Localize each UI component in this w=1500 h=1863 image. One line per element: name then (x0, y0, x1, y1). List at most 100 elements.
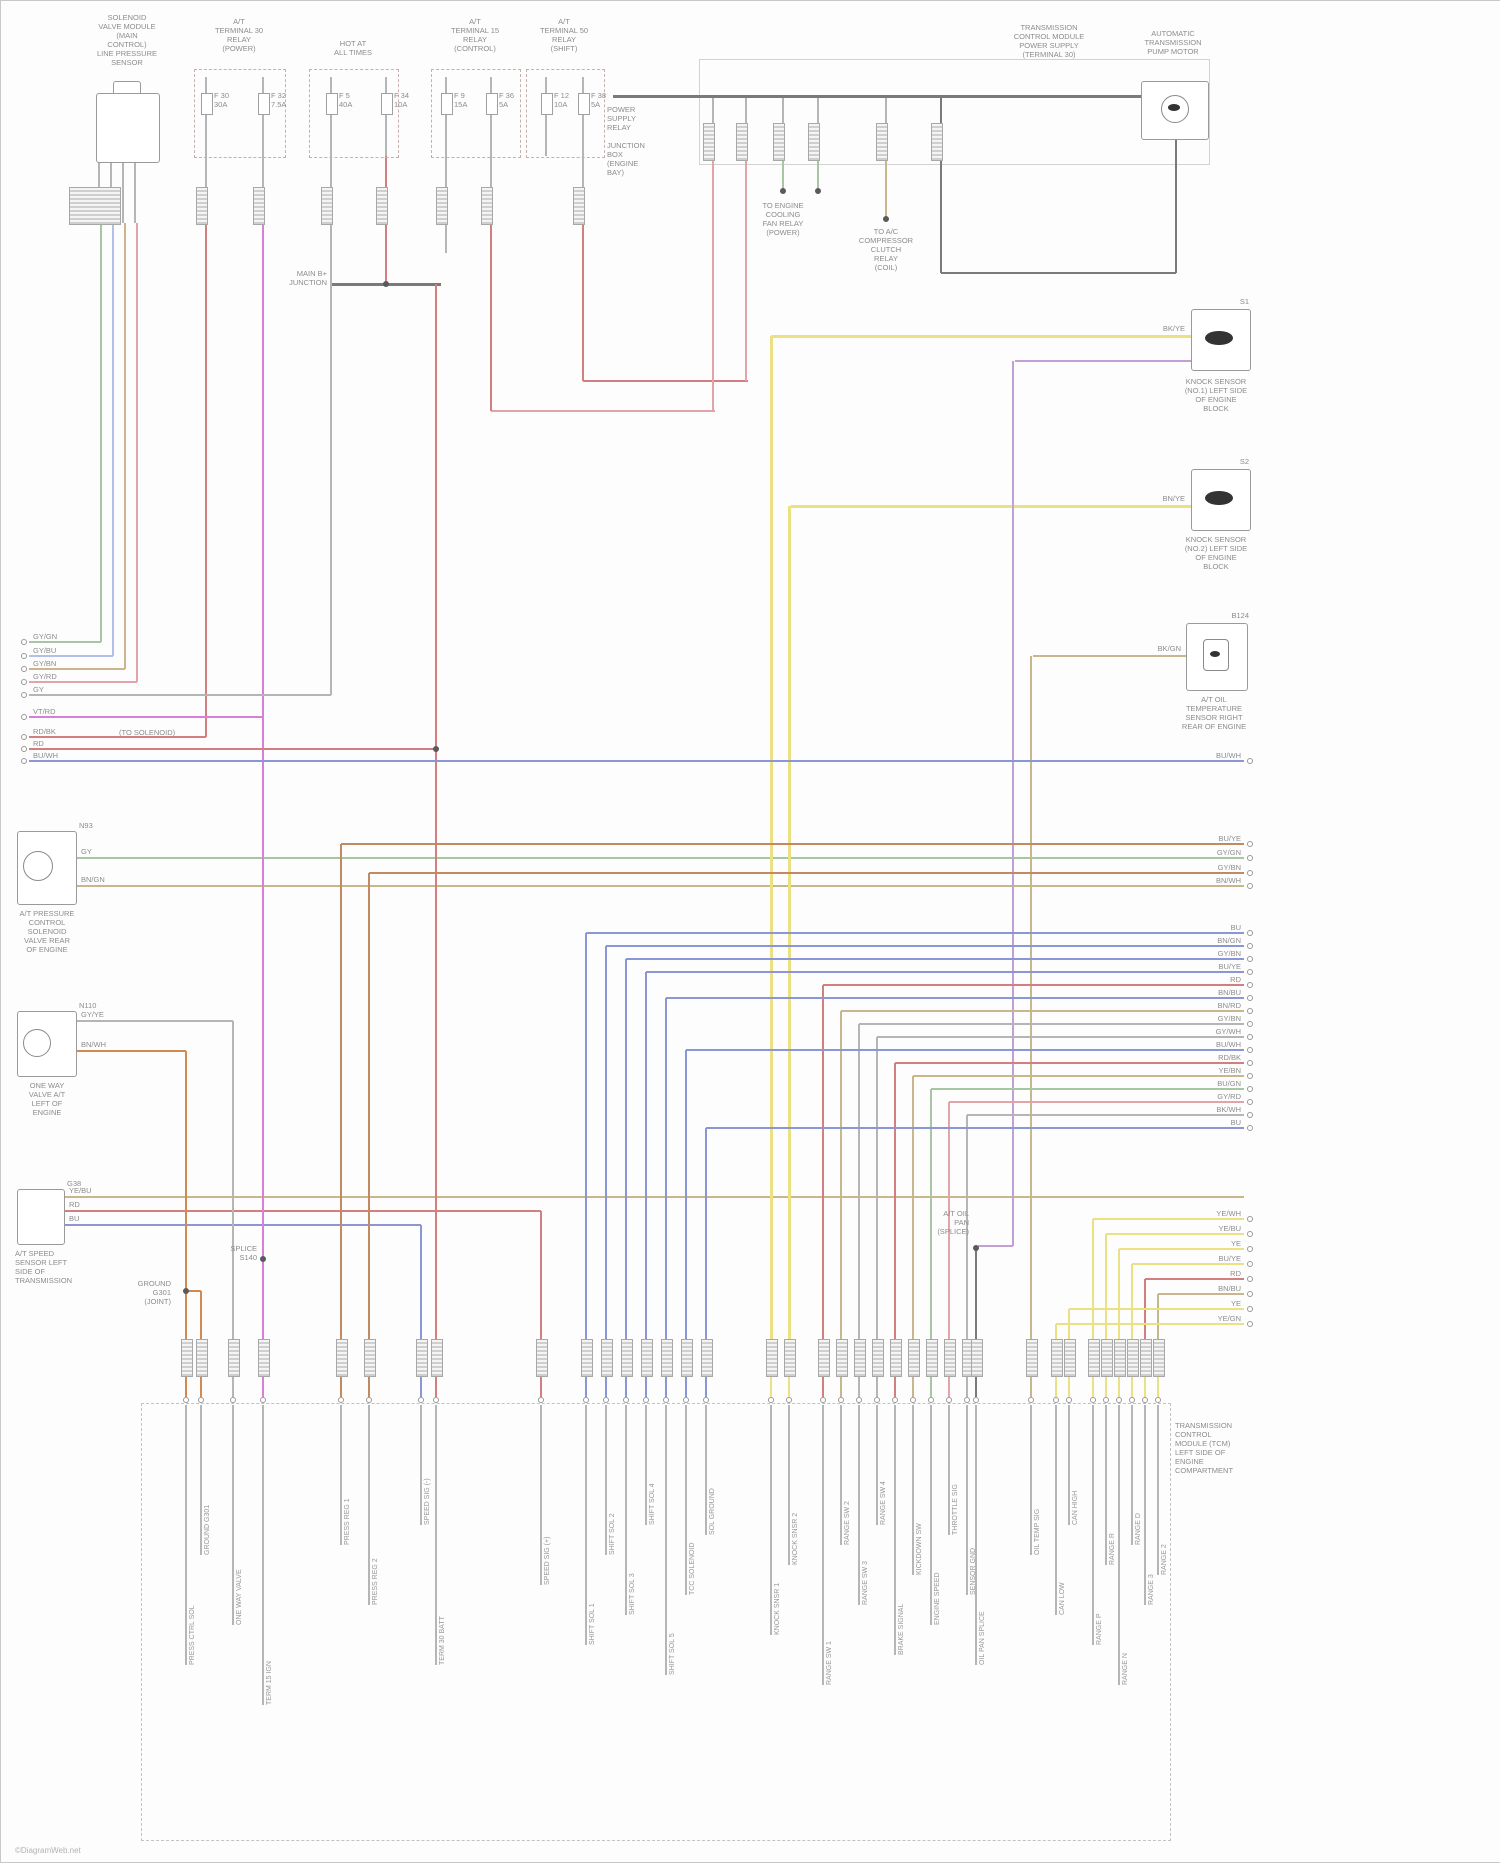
junction-dot (383, 281, 389, 287)
terminal-tick (1247, 1099, 1253, 1105)
speed-sensor-pin3-label: BU (69, 1214, 80, 1223)
connector-stub (573, 187, 585, 225)
connector-stub (876, 123, 888, 161)
wire (1131, 1375, 1133, 1397)
wire (975, 1375, 977, 1397)
fuse-icon (486, 93, 498, 115)
module-pin-label: KICKDOWN SW (916, 1523, 923, 1575)
wire (769, 336, 773, 1339)
wire (1105, 1405, 1107, 1565)
wire (705, 1128, 707, 1339)
module-pin-label: RANGE R (1109, 1533, 1116, 1565)
wire (1069, 1308, 1244, 1310)
wire-label: YE/WH (1216, 1209, 1241, 1218)
wire (605, 1405, 607, 1555)
connector-stub (321, 187, 333, 225)
wire (368, 873, 370, 1339)
connector-stub (1051, 1339, 1063, 1377)
wire-label: BU/WH (1216, 1040, 1241, 1049)
wire (1092, 1375, 1094, 1397)
module-pin (1129, 1397, 1135, 1403)
fuse-label: F 9 15A (454, 91, 468, 109)
module-pin-label: KNOCK SNSR 2 (792, 1512, 799, 1565)
wire (420, 1405, 422, 1525)
connector-stub (1114, 1339, 1126, 1377)
module-pin-label: SENSOR GND (970, 1547, 977, 1595)
connector-stub (228, 1339, 240, 1377)
module-pin-label: RANGE SW 3 (862, 1561, 869, 1605)
wire (385, 77, 387, 156)
connector-stub (621, 1339, 633, 1377)
wire (75, 885, 1244, 887)
speed-sensor-code: G38 (67, 1179, 82, 1188)
knock-sensor-1-wire-label: BK/YE (1162, 324, 1185, 333)
connector-stub (681, 1339, 693, 1377)
wire (65, 1210, 541, 1212)
terminal-tick (1247, 1216, 1253, 1222)
wire-label: GY/BU (33, 646, 57, 655)
wire (1068, 1375, 1070, 1397)
module-pin (366, 1397, 372, 1403)
oil-temp-sensor-caption: A/T OIL TEMPERATURE SENSOR RIGHT REAR OF… (1181, 695, 1247, 731)
wire (420, 1375, 422, 1397)
wire (29, 736, 206, 738)
module-pin-label: OIL TEMP SIG (1034, 1508, 1041, 1555)
wire (665, 1375, 667, 1397)
terminal-tick (1247, 969, 1253, 975)
wire (948, 1102, 950, 1339)
module-pin-label: TERM 15 IGN (266, 1661, 273, 1705)
speed-sensor-caption: A/T SPEED SENSOR LEFT SIDE OF TRANSMISSI… (15, 1249, 73, 1285)
splice-s140-label: SPLICE S140 (230, 1244, 257, 1262)
junction-dot (433, 746, 439, 752)
module-pin-label: RANGE N (1122, 1653, 1129, 1685)
module-pin-label: TERM 30 BATT (439, 1616, 446, 1665)
wire (930, 1375, 932, 1397)
connector-stub (336, 1339, 348, 1377)
connector-stub (1064, 1339, 1076, 1377)
wire-label: RD/BK (1218, 1053, 1241, 1062)
connector-stub (818, 1339, 830, 1377)
knock-sensor-2-wire-label: BN/YE (1162, 494, 1185, 503)
fuse-label: F 30 30A (214, 91, 230, 109)
relay-box-4 (526, 69, 605, 158)
wire-label: YE/BN (1218, 1066, 1241, 1075)
wire (1105, 1375, 1107, 1397)
wire (912, 1405, 914, 1575)
wire (445, 156, 447, 187)
wire-label: GY/BN (33, 659, 57, 668)
wire (585, 1405, 587, 1645)
wire (645, 1405, 647, 1525)
wire (712, 159, 714, 411)
drop-label-1: TO ENGINE COOLING FAN RELAY (POWER) (762, 201, 804, 237)
terminal-tick (1247, 943, 1253, 949)
wire (341, 843, 1244, 845)
wire (262, 1405, 264, 1705)
wire-label: BU/YE (1218, 1254, 1241, 1263)
wire (29, 641, 101, 643)
wire-label: GY/BN (1217, 1014, 1241, 1023)
terminal-tick (1247, 1231, 1253, 1237)
wire (930, 1405, 932, 1625)
terminal-tick (1247, 1291, 1253, 1297)
module-pin-label: KNOCK SNSR 1 (774, 1582, 781, 1635)
terminal-tick (21, 714, 27, 720)
wire-label: GY/BN (1217, 949, 1241, 958)
wire (185, 1375, 187, 1397)
connector-stub (1101, 1339, 1113, 1377)
module-pin-label: RANGE D (1135, 1513, 1142, 1545)
wire (185, 1051, 187, 1339)
one-way-valve-pin-bottom-label: BN/WH (81, 1040, 106, 1049)
knock-sensor-2-icon (1205, 491, 1233, 505)
speed-sensor-pin2-label: RD (69, 1200, 80, 1209)
wire (885, 159, 887, 219)
module-pin (663, 1397, 669, 1403)
wire (582, 77, 584, 156)
wire (1145, 1278, 1244, 1280)
wire (330, 77, 332, 156)
module-pin-label: PRESS REG 2 (372, 1558, 379, 1605)
wire (1132, 1263, 1244, 1265)
terminal-tick (1247, 1034, 1253, 1040)
module-pin (230, 1397, 236, 1403)
wire-label: YE/BU (1218, 1224, 1241, 1233)
wire (791, 504, 1191, 508)
